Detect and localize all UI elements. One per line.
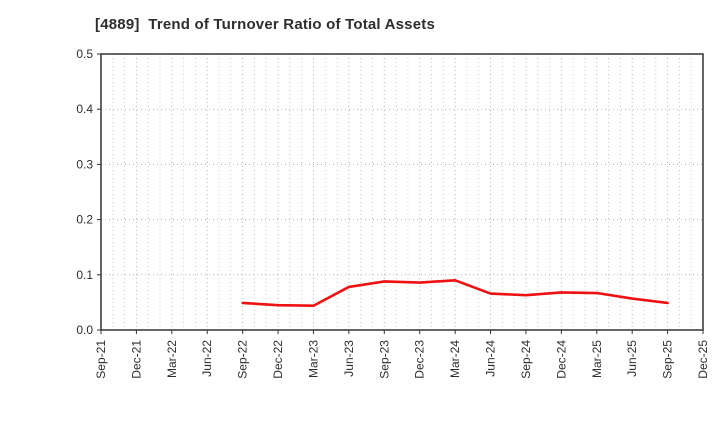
plot-border (100, 53, 704, 331)
y-tick-label: 0.1 (76, 268, 93, 282)
y-tick-label: 0.3 (76, 157, 93, 171)
x-tick-label: Dec-25 (696, 340, 710, 379)
x-tick-label: Sep-23 (377, 340, 391, 379)
turnover-ratio-series-line (241, 279, 669, 308)
x-tick-label: Dec-24 (554, 340, 568, 379)
y-tick-label: 0.2 (76, 213, 93, 227)
x-tick-label: Sep-22 (236, 340, 250, 379)
x-tick-label: Dec-21 (129, 340, 143, 379)
y-tick-label: 0.5 (76, 47, 93, 61)
y-tick-label: 0.4 (76, 102, 93, 116)
x-tick-label: Jun-23 (342, 340, 356, 377)
y-tick-label: 0.0 (76, 323, 93, 337)
x-tick-label: Mar-22 (165, 340, 179, 378)
x-tick-label: Jun-22 (200, 340, 214, 377)
x-tick-label: Mar-24 (448, 340, 462, 378)
x-tick-label: Jun-25 (625, 340, 639, 377)
x-tick-label: Mar-25 (590, 340, 604, 378)
x-tick-label: Mar-23 (306, 340, 320, 378)
x-tick-label: Sep-24 (519, 340, 533, 379)
x-tick-label: Dec-23 (413, 340, 427, 379)
x-tick-label: Jun-24 (484, 340, 498, 377)
x-tick-label: Dec-22 (271, 340, 285, 379)
x-tick-label: Sep-21 (94, 340, 108, 379)
chart-title: [4889] Trend of Turnover Ratio of Total … (95, 16, 436, 33)
x-tick-label: Sep-25 (661, 340, 675, 379)
